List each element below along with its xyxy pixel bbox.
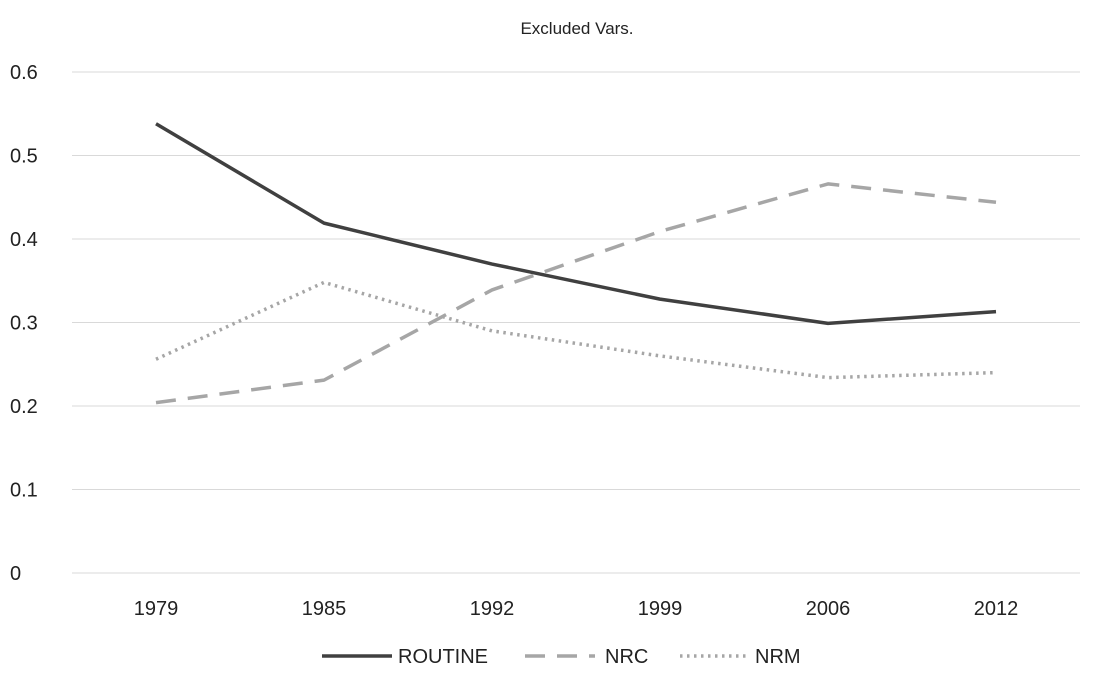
series-line-nrm	[155, 280, 997, 380]
legend: ROUTINE NRC NRM	[322, 646, 801, 668]
y-tick-label: 0.2	[10, 396, 38, 418]
series-line-routine	[155, 122, 997, 326]
y-tick-label: 0.5	[10, 146, 38, 168]
series-line-nrc	[155, 182, 997, 405]
y-tick-label: 0.4	[10, 229, 38, 251]
legend-label-nrm: NRM	[755, 646, 801, 668]
x-tick-label: 1992	[470, 598, 515, 620]
series-lines	[155, 122, 997, 405]
y-tick-label: 0	[10, 563, 21, 585]
x-axis-tick-labels: 1979 1985 1992 1999 2006 2012	[134, 598, 1019, 620]
legend-label-routine: ROUTINE	[398, 646, 488, 668]
gridlines	[72, 71, 1080, 574]
x-tick-label: 1979	[134, 598, 179, 620]
y-tick-label: 0.1	[10, 480, 38, 502]
x-tick-label: 1985	[302, 598, 347, 620]
x-tick-label: 2006	[806, 598, 851, 620]
x-tick-label: 2012	[974, 598, 1019, 620]
y-axis-tick-labels: 0 0.1 0.2 0.3 0.4 0.5 0.6	[10, 62, 38, 585]
chart-title: Excluded Vars.	[520, 19, 633, 38]
y-tick-label: 0.6	[10, 62, 38, 84]
legend-label-nrc: NRC	[605, 646, 648, 668]
y-tick-label: 0.3	[10, 313, 38, 335]
x-tick-label: 1999	[638, 598, 683, 620]
